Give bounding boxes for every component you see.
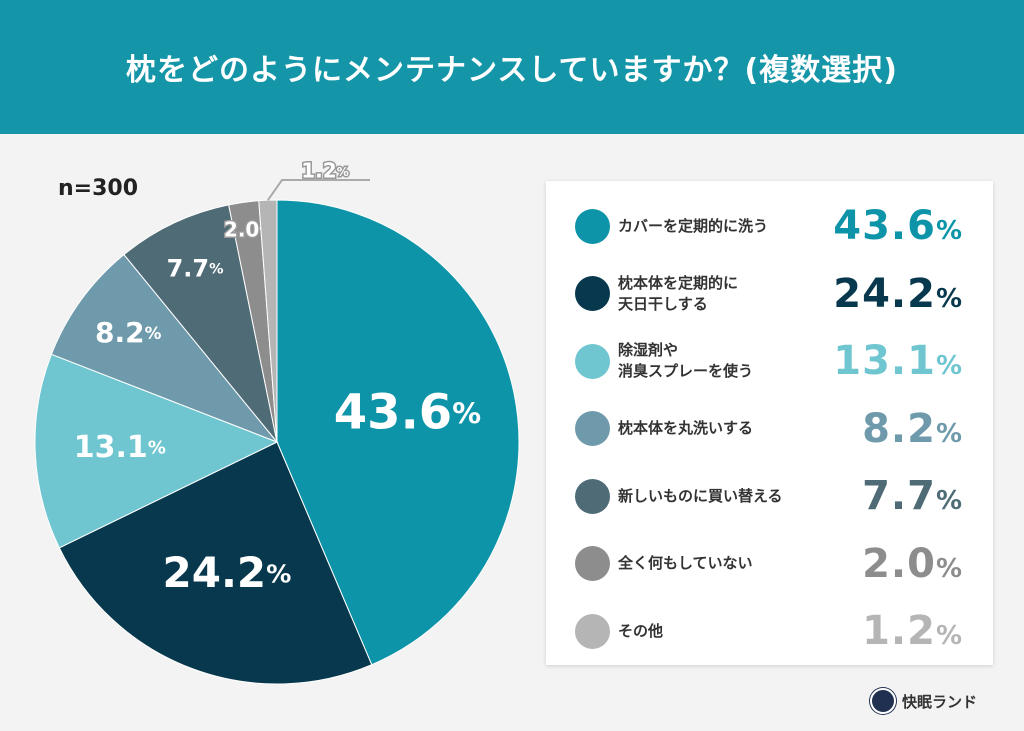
leader-line [267, 179, 370, 201]
legend-value: 7.7% [862, 473, 963, 519]
legend-value: 24.2% [833, 270, 963, 317]
legend-label: 除湿剤や 消臭スプレーを使う [618, 341, 754, 380]
legend-swatch [575, 343, 610, 379]
data-label: 1.2% [301, 159, 348, 183]
pie-slice [50, 253, 279, 444]
pie-slice [34, 353, 279, 549]
legend-item: その他 1.2% [546, 601, 993, 661]
legend-value: 13.1% [833, 338, 963, 384]
pie-chart: 43.6%24.2%13.1%8.2%7.7%2.0%1.2% [34, 157, 520, 685]
legend-item: 除湿剤や 消臭スプレーを使う 13.1% [546, 331, 993, 391]
legend-item: 全く何もしていない 2.0% [546, 534, 993, 594]
legend-item: 新しいものに買い替える 7.7% [546, 466, 993, 526]
brand-logo-icon [870, 688, 896, 714]
legend-item: 枕本体を定期的に 天日干しする 24.2% [546, 264, 993, 324]
legend-swatch [575, 478, 610, 514]
legend-swatch [575, 276, 610, 311]
legend-item: 枕本体を丸洗いする 8.2% [546, 399, 993, 459]
brand-logo: 快眠ランド [870, 688, 977, 714]
header-banner: 枕をどのようにメンテナンスしていますか？(複数選択) [0, 0, 1024, 134]
legend-value: 2.0% [862, 540, 963, 587]
legend-swatch [575, 613, 610, 649]
pie-slice [58, 441, 373, 685]
legend-label: 新しいものに買い替える [618, 486, 783, 505]
legend-value: 1.2% [862, 608, 963, 654]
legend-label: 枕本体を丸洗いする [618, 419, 754, 437]
legend-value: 43.6% [833, 203, 963, 249]
pie-slice [276, 199, 520, 666]
legend-value: 8.2% [862, 405, 963, 452]
legend-label: カバーを定期的に洗う [618, 216, 769, 235]
sample-size: n=300 [58, 176, 139, 201]
legend-item: カバーを定期的に洗う 43.6% [546, 196, 993, 256]
legend-swatch [575, 208, 610, 244]
legend-label: 全く何もしていない [618, 554, 753, 572]
chart-title: 枕をどのようにメンテナンスしていますか？(複数選択) [126, 53, 898, 88]
pie-slice [123, 204, 278, 443]
legend-label: 枕本体を定期的に 天日干しする [618, 273, 739, 313]
legend: カバーを定期的に洗う 43.6% 枕本体を定期的に 天日干しする 24.2% 除湿剤や 消臭… [546, 181, 993, 665]
legend-swatch [575, 546, 610, 581]
legend-label: その他 [618, 621, 664, 640]
legend-swatch [575, 411, 610, 446]
brand-name: 快眠ランド [902, 692, 978, 711]
